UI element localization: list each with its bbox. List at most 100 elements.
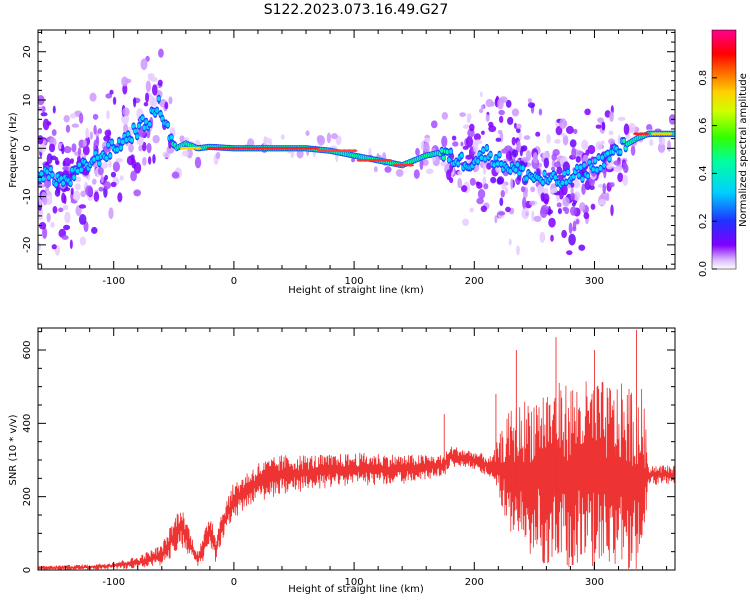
spectral-blob [296, 149, 304, 159]
spectral-blob [115, 157, 123, 163]
spectral-blob [469, 177, 476, 186]
figure-title: S122.2023.073.16.49.G27 [264, 2, 449, 18]
ridge-core [254, 146, 262, 150]
spectral-blob [505, 206, 511, 213]
ridge-core [220, 146, 228, 150]
spectral-blob [305, 130, 310, 136]
spectral-blob [479, 91, 483, 98]
ridge-mid [485, 145, 489, 151]
spectral-blob [90, 226, 98, 234]
spectral-blob [617, 116, 626, 121]
ridge-mid [593, 158, 597, 163]
spectral-blob [122, 83, 128, 95]
ridge-mid [135, 134, 139, 139]
spectral-blob [646, 124, 653, 131]
ridge-mid [156, 96, 161, 102]
spectral-blob [124, 78, 132, 84]
ridge-mid [499, 161, 504, 167]
ridge-mid [133, 128, 138, 134]
spectral-blob [570, 192, 575, 201]
ridge-core [321, 149, 329, 153]
ridge-mid [459, 153, 464, 158]
spectral-blob [527, 102, 536, 109]
spectral-blob [38, 222, 47, 230]
spectral-blob [527, 98, 532, 103]
spectral-blob [384, 166, 392, 173]
spectral-blob [595, 141, 603, 151]
spectral-blob [80, 190, 87, 198]
spectral-blob [146, 142, 152, 154]
spectral-blob [649, 139, 654, 147]
spectral-blob [657, 142, 666, 154]
ridge-core [268, 146, 276, 150]
ridge-core [366, 158, 374, 162]
spectral-blob [501, 148, 508, 154]
spectral-blob [316, 134, 324, 143]
spectral-blob [98, 186, 104, 192]
ridge-mid [147, 121, 152, 127]
spectral-blob [521, 207, 530, 220]
spectral-blob [536, 184, 545, 194]
ridge-mid [602, 163, 606, 168]
spectral-blob [510, 178, 514, 190]
spectral-blob [461, 185, 468, 193]
spectral-blob [581, 139, 589, 151]
spectral-blob [326, 132, 332, 144]
ridge-mid [41, 176, 46, 181]
spectral-blob [575, 156, 581, 163]
spectral-blob [507, 116, 514, 125]
spectral-blob [485, 114, 490, 122]
ridge-mid [515, 162, 520, 167]
spectral-blob [65, 124, 71, 133]
spectral-blob [50, 221, 55, 228]
ridge-mid [120, 139, 125, 145]
spectral-blob [61, 235, 69, 240]
spectral-blob [425, 168, 434, 175]
spectral-blob [480, 205, 488, 213]
ridge-mid [72, 175, 76, 180]
ridge-mid [445, 149, 450, 155]
spectral-blob [602, 183, 607, 194]
spectral-blob [516, 245, 520, 256]
x-tick-label: 0 [231, 276, 237, 287]
ridge-mid [580, 176, 585, 182]
spectral-blob [606, 192, 610, 202]
spectral-blob [497, 129, 503, 135]
spectral-blob [51, 244, 57, 250]
spectral-blob [106, 110, 110, 120]
spectral-blob [617, 172, 624, 183]
ridge-core [375, 158, 383, 162]
colorbar-label: Normalized spectral amplitude [738, 73, 749, 227]
spectral-blob [423, 142, 430, 153]
x-tick-label: 100 [345, 577, 364, 588]
spectral-blob [136, 139, 141, 145]
spectral-blob [46, 212, 51, 223]
spectral-blob [554, 138, 561, 144]
spectral-blob [511, 136, 516, 146]
spectral-blob [584, 108, 591, 116]
spectral-blob [600, 140, 605, 145]
spectral-blob [462, 145, 469, 150]
x-tick-label: 200 [465, 577, 484, 588]
spectral-blob [469, 207, 474, 213]
ridge-core [331, 149, 339, 153]
colorbar: 0.0 0.2 0.4 0.6 0.8 Normalized spectral ampl… [698, 29, 749, 277]
snr-series-line [38, 381, 675, 570]
spectral-blob [533, 215, 542, 222]
spectral-blob [145, 80, 151, 93]
spectrogram-marks [38, 48, 675, 256]
spectral-blob [532, 152, 538, 164]
spectral-blob [63, 115, 70, 123]
spectral-blob [142, 156, 147, 166]
ridge-mid [672, 131, 675, 137]
spectral-blob [41, 105, 46, 113]
spectral-blob [168, 96, 173, 105]
ridge-mid [521, 165, 525, 171]
spectral-blob [571, 147, 577, 159]
spectral-blob [78, 112, 84, 124]
spectral-blob [89, 92, 97, 102]
spectral-blob [40, 112, 48, 117]
spectral-blob [149, 95, 155, 107]
spectral-blob [151, 84, 158, 96]
